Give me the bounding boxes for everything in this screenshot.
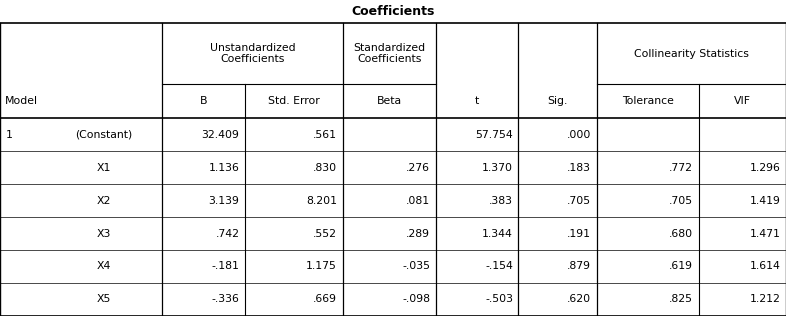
Text: .825: .825 [670,294,693,304]
Text: Beta: Beta [376,96,402,106]
Text: -.035: -.035 [402,261,430,271]
Text: t: t [475,96,479,106]
Text: 1.344: 1.344 [482,228,513,239]
Text: Sig.: Sig. [547,96,567,106]
Text: .830: .830 [313,163,337,173]
Text: Std. Error: Std. Error [268,96,320,106]
Text: X4: X4 [97,261,111,271]
Text: -.336: -.336 [211,294,240,304]
Text: .000: .000 [567,130,591,140]
Text: .669: .669 [313,294,337,304]
Text: B: B [200,96,208,106]
Text: .620: .620 [567,294,591,304]
Text: 1.614: 1.614 [750,261,780,271]
Text: 3.139: 3.139 [208,196,240,206]
Text: X3: X3 [97,228,111,239]
Text: Tolerance: Tolerance [622,96,674,106]
Text: 1: 1 [6,130,13,140]
Text: .183: .183 [567,163,591,173]
Text: .561: .561 [313,130,337,140]
Text: .772: .772 [670,163,693,173]
Text: .289: .289 [406,228,430,239]
Text: (Constant): (Constant) [75,130,132,140]
Text: X5: X5 [97,294,111,304]
Text: .081: .081 [406,196,430,206]
Text: 1.471: 1.471 [750,228,780,239]
Text: -.154: -.154 [485,261,513,271]
Text: 1.212: 1.212 [750,294,780,304]
Text: Model: Model [5,96,38,106]
Text: X2: X2 [97,196,111,206]
Text: 1.296: 1.296 [750,163,780,173]
Text: X1: X1 [97,163,111,173]
Text: Unstandardized
Coefficients: Unstandardized Coefficients [210,43,296,64]
Text: -.503: -.503 [485,294,513,304]
Text: 32.409: 32.409 [201,130,240,140]
Text: .680: .680 [669,228,693,239]
Text: .619: .619 [670,261,693,271]
Text: 57.754: 57.754 [476,130,513,140]
Text: .383: .383 [489,196,513,206]
Text: 1.419: 1.419 [750,196,780,206]
Text: -.098: -.098 [402,294,430,304]
Text: .705: .705 [567,196,591,206]
Text: .742: .742 [215,228,240,239]
Text: 1.136: 1.136 [208,163,240,173]
Text: 1.175: 1.175 [307,261,337,271]
Text: 8.201: 8.201 [307,196,337,206]
Text: Coefficients: Coefficients [351,5,435,18]
Text: VIF: VIF [734,96,751,106]
Text: .552: .552 [313,228,337,239]
Text: Standardized
Coefficients: Standardized Coefficients [353,43,425,64]
Text: 1.370: 1.370 [482,163,513,173]
Text: .879: .879 [567,261,591,271]
Text: .191: .191 [567,228,591,239]
Text: Collinearity Statistics: Collinearity Statistics [634,49,749,58]
Text: .705: .705 [669,196,693,206]
Text: -.181: -.181 [211,261,240,271]
Text: .276: .276 [406,163,430,173]
